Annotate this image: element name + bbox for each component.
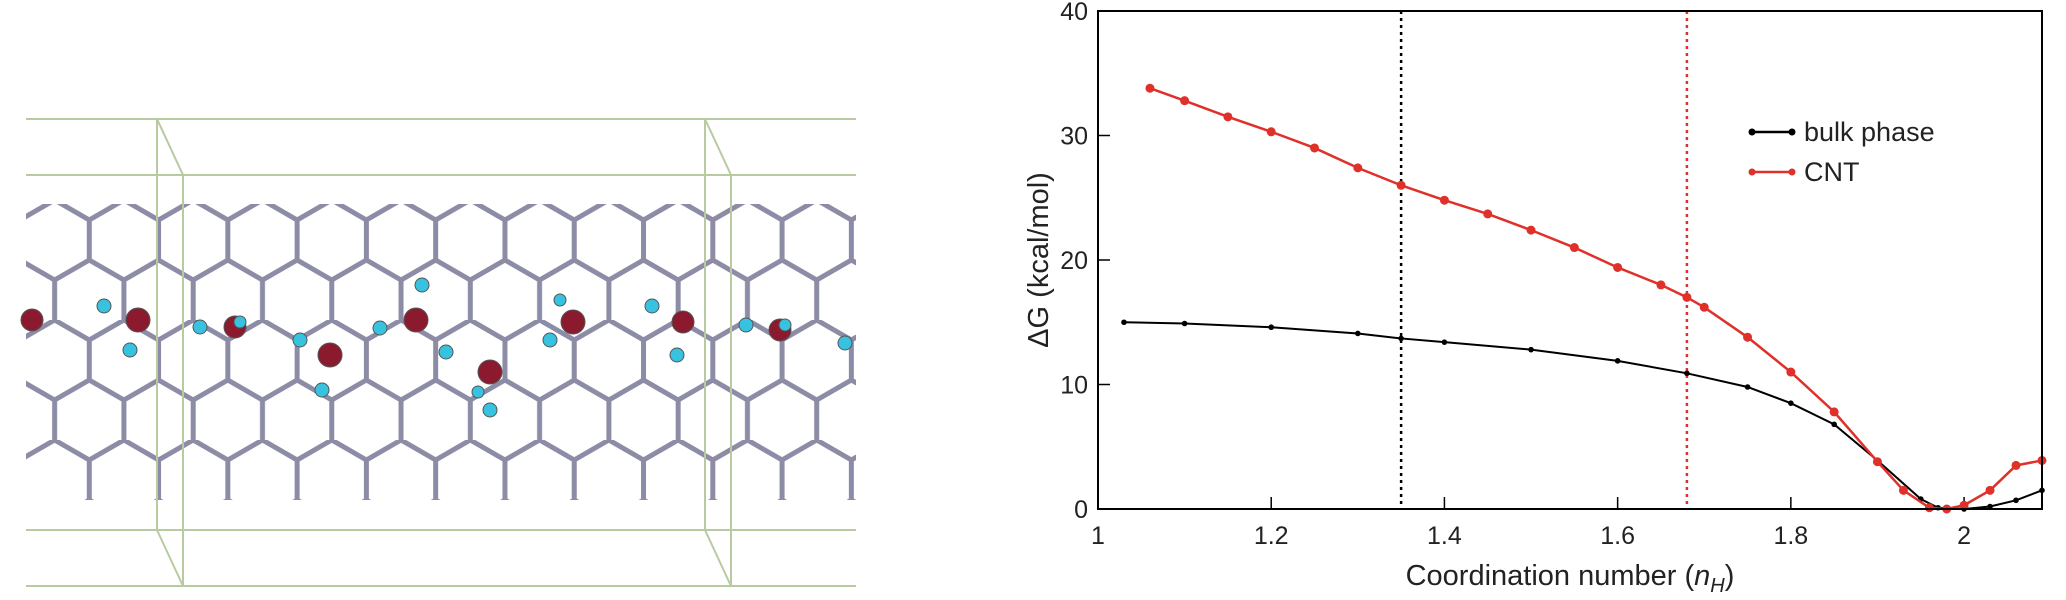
x-tick-label: 2 — [1957, 522, 1971, 550]
data-point — [2013, 497, 2019, 504]
nanotube-image — [20, 118, 856, 587]
legend-label: CNT — [1804, 157, 1860, 187]
data-point — [1266, 127, 1276, 137]
x-tick-label: 1.8 — [1773, 522, 1808, 550]
data-point — [1684, 370, 1690, 377]
data-point — [1398, 335, 1404, 342]
data-point — [1310, 143, 1320, 153]
data-point — [1959, 500, 1969, 510]
data-point — [1656, 280, 1666, 290]
data-point — [1483, 209, 1493, 219]
data-point — [1223, 112, 1233, 122]
data-point — [1439, 195, 1449, 205]
data-point — [1569, 243, 1579, 253]
series-line — [1123, 321, 2043, 511]
data-point — [1987, 503, 1993, 510]
data-point — [1181, 320, 1188, 327]
x-label-var: n — [1694, 560, 1710, 592]
plot-frame — [1097, 10, 2043, 510]
y-tick-label: 40 — [1060, 0, 1088, 26]
data-point — [1744, 384, 1751, 390]
y-tick-label: 0 — [1074, 496, 1088, 524]
data-point — [1441, 339, 1448, 345]
y-axis-label: ΔG (kcal/mol) — [1023, 172, 1055, 348]
series-line — [1149, 87, 2043, 511]
data-point — [1699, 302, 1709, 312]
y-tick-label: 10 — [1060, 372, 1088, 400]
x-tick-label: 1.4 — [1427, 522, 1462, 550]
x-label-text: Coordination number ( — [1406, 560, 1695, 592]
data-point — [1682, 292, 1692, 302]
legend-dot — [1788, 168, 1796, 176]
legend-label: bulk phase — [1804, 117, 1935, 147]
data-point — [1831, 421, 1837, 428]
data-point — [1180, 96, 1190, 106]
legend-dot — [1748, 168, 1756, 176]
data-point — [1121, 319, 1127, 326]
data-point — [1268, 324, 1275, 331]
sim-box — [26, 118, 856, 587]
data-point — [1526, 225, 1536, 235]
data-point — [2011, 460, 2021, 470]
data-point — [1353, 163, 1363, 173]
x-label-close: ) — [1725, 560, 1735, 592]
legend-dot — [1788, 128, 1796, 136]
data-point — [1613, 262, 1623, 272]
x-label-sub: H — [1710, 575, 1725, 597]
data-point — [1743, 332, 1753, 342]
data-point — [1898, 485, 1908, 495]
y-tick-label: 30 — [1060, 123, 1088, 151]
data-point — [1985, 485, 1995, 495]
data-point — [1614, 358, 1621, 364]
x-tick-label: 1 — [1091, 522, 1105, 550]
data-point — [1355, 330, 1361, 337]
data-point — [1528, 346, 1534, 353]
molecules — [20, 277, 853, 418]
legend-dot — [1748, 128, 1756, 136]
data-point — [1829, 407, 1839, 417]
x-tick-label: 1.6 — [1600, 522, 1635, 550]
data-point — [1872, 457, 1882, 467]
data-point — [1145, 83, 1155, 93]
data-point — [1788, 400, 1794, 406]
data-point — [1786, 367, 1796, 377]
x-tick-label: 1.2 — [1254, 522, 1289, 550]
y-tick-label: 20 — [1060, 247, 1088, 275]
data-point — [1924, 503, 1934, 513]
data-point — [1396, 180, 1406, 190]
x-axis-label: Coordination number (nH) — [1406, 560, 1735, 597]
